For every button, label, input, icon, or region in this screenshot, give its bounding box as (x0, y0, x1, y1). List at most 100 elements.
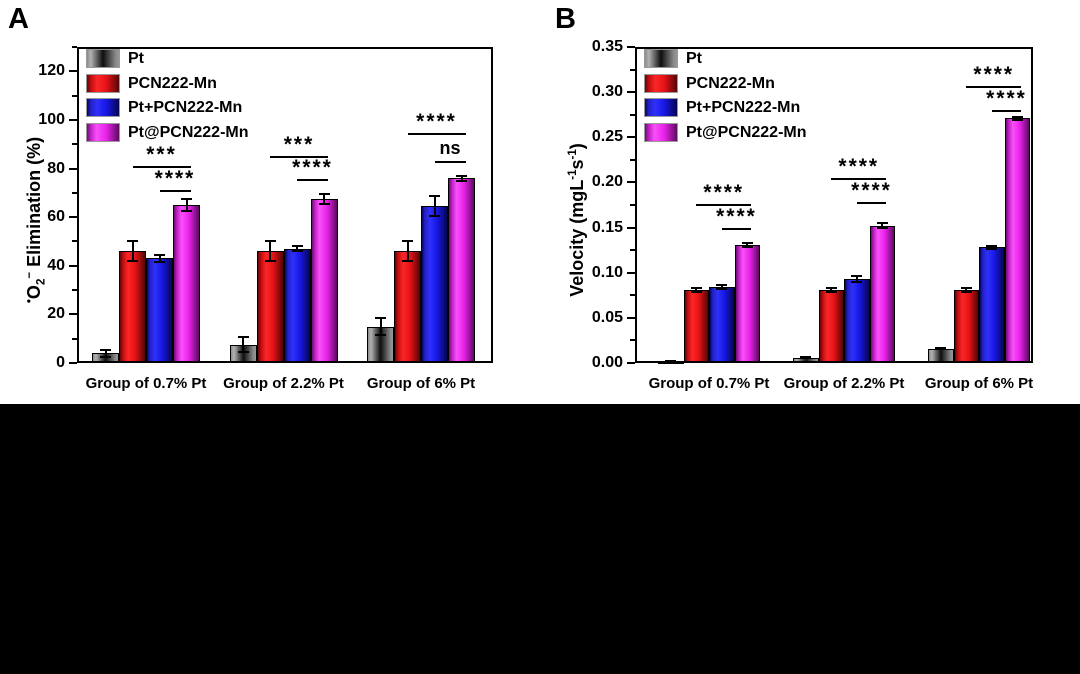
error-bar-cap (851, 275, 863, 278)
error-bar (695, 288, 698, 292)
error-bar-cap (741, 245, 753, 248)
error-bar (830, 288, 833, 292)
y-axis-label-part: Elimination (%) (24, 136, 44, 272)
error-bar-cap (402, 240, 413, 243)
error-bar (131, 241, 134, 261)
group-label: Group of 2.2% Pt (223, 375, 344, 392)
significance-label: **** (851, 179, 892, 203)
error-bar (433, 196, 436, 216)
error-bar-cap (1011, 119, 1023, 122)
significance-line (831, 177, 887, 180)
error-bar-cap (429, 195, 440, 198)
y-tick (69, 313, 77, 316)
significance-line (270, 156, 328, 159)
error-bar-cap (318, 193, 330, 196)
y-axis-label-part: 2 (35, 278, 48, 286)
bar-Pt (928, 348, 954, 363)
y-tick-minor (630, 249, 635, 252)
error-bar-cap (100, 348, 111, 351)
chart-A: 0 20 40 60 80 100 120 •O2− Elimination (%) Group… (0, 0, 540, 404)
y-tick (627, 226, 635, 229)
legend-label-Pt: Pt (686, 50, 702, 67)
y-axis-label-part: ) (567, 143, 587, 150)
bar-PCN222-Mn (119, 251, 146, 363)
error-bar-cap (876, 227, 888, 230)
error-bar-cap (960, 287, 972, 290)
significance-line (159, 190, 191, 193)
error-bar-cap (375, 334, 386, 337)
error-bar (990, 245, 993, 250)
y-tick-label: 120 (38, 62, 65, 80)
significance-label: **** (838, 154, 880, 178)
significance-label: **** (154, 167, 196, 191)
y-tick-minor (72, 337, 77, 340)
y-tick-label: 0.15 (591, 218, 623, 236)
error-bar (1016, 116, 1019, 121)
bar-Pt+PCN222-Mn (421, 206, 448, 363)
error-bar (881, 223, 884, 229)
error-bar-cap (154, 253, 165, 256)
y-tick-minor (630, 339, 635, 342)
group-label: Group of 6% Pt (366, 375, 476, 392)
error-bar-cap (825, 287, 837, 290)
bar-PCN222-Mn (818, 289, 844, 363)
y-axis-label-part: -1 (567, 169, 579, 180)
y-axis-label: •O2− Elimination (%) (16, 62, 48, 378)
bar-PCN222-Mn (683, 289, 709, 363)
error-bar-cap (154, 261, 165, 264)
error-bar (746, 242, 749, 247)
significance-label: **** (986, 87, 1027, 111)
bar-Pt@PCN222-Mn (173, 205, 200, 363)
y-tick-minor (72, 289, 77, 292)
legend-label-Pt@PCN222-Mn: Pt@PCN222-Mn (686, 123, 807, 141)
significance-line (991, 110, 1022, 113)
error-bar (460, 175, 463, 181)
bar-Pt+PCN222-Mn (979, 247, 1005, 363)
group-label: Group of 2.2% Pt (783, 375, 905, 392)
y-tick-minor (630, 68, 635, 71)
y-tick (627, 136, 635, 139)
significance-line (856, 202, 887, 205)
error-bar-cap (291, 245, 303, 248)
y-tick (69, 118, 77, 121)
group-label: Group of 0.7% Pt (648, 375, 770, 392)
y-tick-label: 0.30 (591, 83, 623, 101)
significance-label: *** (146, 143, 177, 167)
y-tick-label: 0.10 (591, 263, 623, 281)
error-bar (185, 198, 188, 212)
error-bar-cap (264, 240, 276, 243)
y-tick-minor (630, 204, 635, 206)
bar-PCN222-Mn (953, 289, 979, 363)
significance-label: **** (716, 205, 757, 229)
y-tick-minor (630, 113, 635, 116)
legend-label-PCN222-Mn: PCN222-Mn (128, 74, 217, 92)
error-bar (323, 194, 325, 204)
y-tick (627, 362, 635, 364)
significance-line (434, 161, 466, 164)
error-bar-cap (375, 317, 386, 320)
y-axis-label: Velocity (mgL-1s-1) (559, 62, 587, 378)
group-label: Group of 6% Pt (924, 375, 1034, 392)
y-tick (627, 316, 635, 319)
y-tick-label: 0.35 (591, 38, 623, 55)
significance-line (696, 204, 752, 207)
y-tick-minor (630, 158, 635, 161)
y-tick-minor (72, 143, 77, 146)
error-bar-cap (800, 357, 812, 360)
y-tick-label: 0 (56, 354, 65, 371)
y-tick-label: 60 (47, 208, 65, 226)
y-tick (69, 362, 77, 364)
error-bar-cap (456, 179, 467, 182)
panel-label-A: A (8, 3, 29, 35)
error-bar-cap (960, 290, 972, 293)
y-tick (627, 46, 635, 48)
significance-label: **** (973, 62, 1015, 86)
error-bar (965, 288, 968, 292)
legend-swatch-Pt+PCN222-Mn (86, 98, 120, 117)
bar-Pt+PCN222-Mn (844, 279, 870, 363)
error-bar (406, 241, 409, 261)
y-tick (69, 167, 77, 170)
error-bar-cap (986, 244, 998, 247)
bar-Pt@PCN222-Mn (734, 244, 760, 363)
error-bar-cap (800, 355, 812, 358)
